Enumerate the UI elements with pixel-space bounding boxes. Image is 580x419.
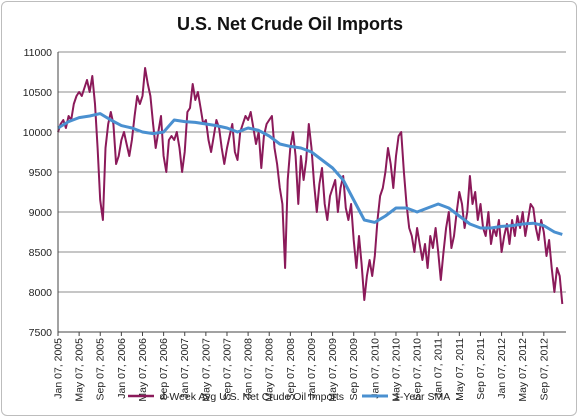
series-line-1-year-sma (57, 112, 563, 236)
axes (57, 52, 566, 336)
y-tick-label: 8000 (29, 287, 53, 299)
x-tick-label: May 07, 2009 (327, 338, 339, 402)
y-tick-label: 9500 (29, 167, 53, 179)
y-tick-label: 10500 (23, 87, 52, 99)
x-axis-ticks: Jan 07, 2005 May 07, 2005 Sep 07, 2005 Jan … (53, 338, 551, 402)
x-tick-label: Jan 07, 2006 (116, 338, 128, 399)
x-tick-label: Sep 07, 2010 (412, 338, 424, 401)
chart-title: U.S. Net Crude Oil Imports (177, 14, 403, 34)
y-tick-label: 10000 (23, 127, 52, 139)
x-tick-label: Sep 07, 2011 (475, 338, 487, 400)
x-tick-label: Jan 07, 2008 (243, 338, 255, 399)
series-line-4-week-avg (57, 67, 564, 305)
legend-label: 4-Week Avg U.S. Net Crude Oil Imports (160, 391, 344, 403)
y-tick-label: 8500 (29, 247, 53, 259)
x-tick-label: Sep 07, 2007 (221, 338, 233, 401)
y-tick-label: 7500 (29, 327, 53, 339)
legend: 4-Week Avg U.S. Net Crude Oil Imports 1-Y… (128, 391, 450, 403)
gridlines (58, 51, 566, 333)
y-tick-label: 9000 (29, 207, 53, 219)
x-tick-label: May 07, 2010 (390, 338, 402, 402)
x-tick-label: May 07, 2008 (264, 338, 276, 402)
x-tick-label: Sep 07, 2006 (158, 338, 170, 401)
x-tick-label: Sep 07, 2009 (348, 338, 360, 401)
x-tick-label: May 07, 2011 (454, 338, 466, 401)
x-tick-label: Jan 07, 2007 (179, 338, 191, 399)
x-tick-label: Sep 07, 2012 (538, 338, 550, 401)
legend-label: 1-Year SMA (394, 391, 450, 403)
x-tick-label: May 07, 2005 (74, 338, 86, 402)
x-tick-label: Sep 07, 2005 (95, 338, 107, 401)
x-tick-label: Jan 07, 2005 (53, 338, 65, 399)
x-tick-label: May 07, 2012 (517, 338, 529, 402)
x-tick-label: Jan 07, 2010 (369, 338, 381, 399)
series-lines (57, 67, 564, 305)
x-tick-label: Sep 07, 2008 (285, 338, 297, 401)
x-tick-label: Jan 07, 2012 (496, 338, 508, 399)
x-tick-label: May 07, 2007 (200, 338, 212, 402)
x-tick-label: Jan 07, 2011 (433, 338, 445, 398)
y-axis-ticks: 7500 8000 8500 9000 9500 10000 10500 11000 (23, 47, 52, 339)
x-tick-label: Jan 07, 2009 (306, 338, 318, 399)
x-tick-label: May 07, 2006 (137, 338, 149, 402)
y-tick-label: 11000 (24, 47, 53, 59)
